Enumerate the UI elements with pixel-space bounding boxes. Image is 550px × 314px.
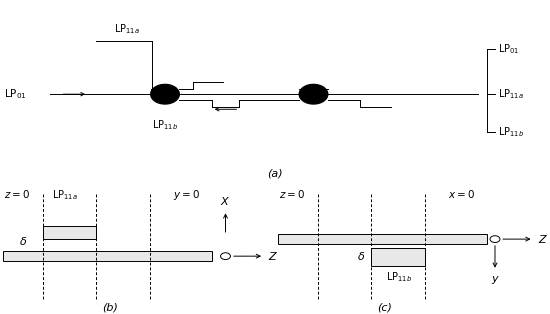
Text: LP$_{11b}$: LP$_{11b}$ bbox=[386, 270, 412, 284]
Text: LP$_{11a}$: LP$_{11a}$ bbox=[498, 87, 524, 101]
Text: LP$_{11a}$: LP$_{11a}$ bbox=[52, 188, 78, 202]
Text: $x=0$: $x=0$ bbox=[448, 188, 475, 200]
Text: $y=0$: $y=0$ bbox=[173, 188, 200, 202]
Bar bbox=[3, 251, 212, 261]
Text: LP$_{11b}$: LP$_{11b}$ bbox=[498, 125, 524, 139]
Text: $\delta$: $\delta$ bbox=[358, 250, 366, 262]
Text: $Z$: $Z$ bbox=[538, 233, 548, 245]
Ellipse shape bbox=[299, 84, 328, 104]
Ellipse shape bbox=[151, 84, 179, 104]
Text: (c): (c) bbox=[377, 302, 393, 312]
Bar bbox=[278, 234, 487, 244]
Text: $Z$: $Z$ bbox=[268, 250, 278, 262]
Text: $z=0$: $z=0$ bbox=[279, 188, 305, 200]
Bar bbox=[371, 248, 425, 266]
Text: (b): (b) bbox=[102, 302, 118, 312]
Text: LP$_{01}$: LP$_{01}$ bbox=[4, 87, 27, 101]
Text: $y$: $y$ bbox=[491, 274, 499, 286]
Text: $z=0$: $z=0$ bbox=[4, 188, 30, 200]
Text: $X$: $X$ bbox=[221, 195, 230, 207]
Text: LP$_{11b}$: LP$_{11b}$ bbox=[152, 119, 178, 133]
Text: $\delta$: $\delta$ bbox=[19, 236, 28, 247]
Bar bbox=[43, 226, 96, 239]
Text: LP$_{01}$: LP$_{01}$ bbox=[498, 42, 519, 56]
Text: LP$_{11a}$: LP$_{11a}$ bbox=[114, 22, 139, 36]
Text: (a): (a) bbox=[267, 169, 283, 179]
